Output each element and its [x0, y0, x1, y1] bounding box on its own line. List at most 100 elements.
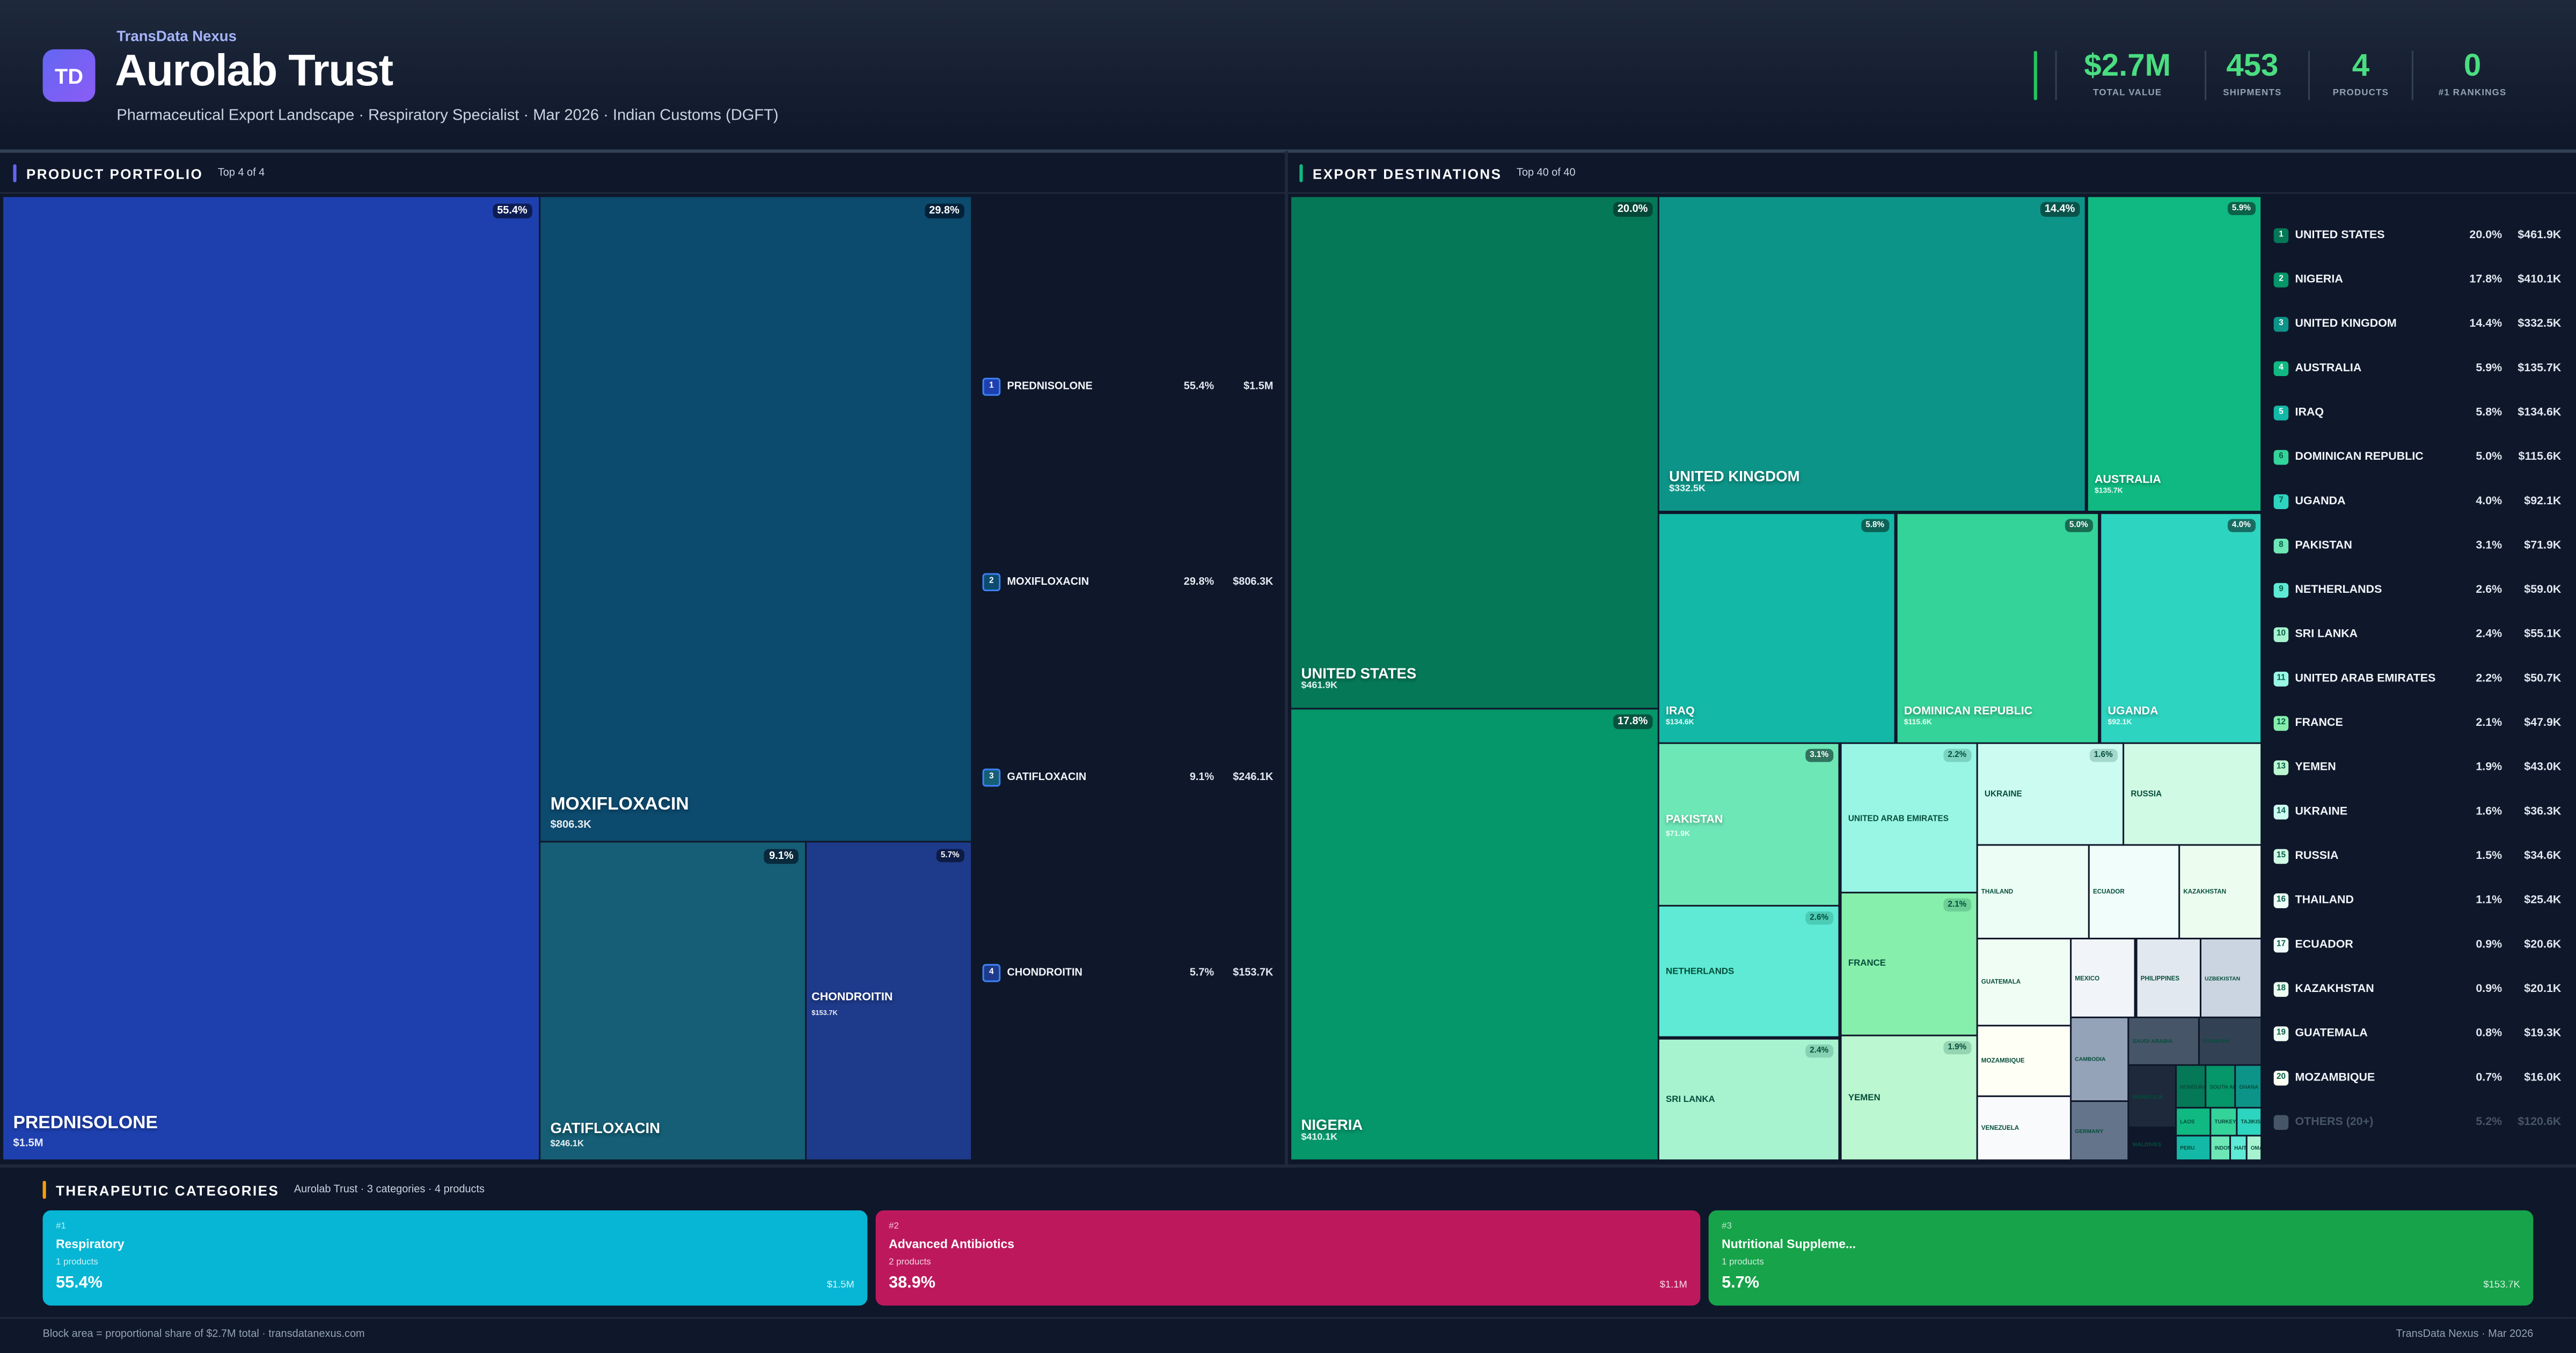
destination-cell-turkey[interactable]: TURKEY — [2211, 1108, 2236, 1135]
destination-cell-united-arab-emirates[interactable]: 2.2% UNITED ARAB EMIRATES — [1841, 744, 1977, 892]
destination-cell-sri-lanka[interactable]: 2.4% SRI LANKA — [1659, 1039, 1839, 1160]
destination-cell-kazakhstan[interactable]: KAZAKHSTAN — [2180, 845, 2261, 938]
destination-cell-oman[interactable]: OMAN — [2247, 1136, 2261, 1160]
rank-badge: 2 — [2273, 271, 2289, 287]
share-badge: 29.8% — [924, 203, 964, 219]
destination-cell-cambodia[interactable]: CAMBODIA — [2072, 1018, 2128, 1101]
destination-list-item[interactable]: 2 NIGERIA 17.8% $410.1K — [2273, 271, 2562, 288]
destination-cell-mozambique[interactable]: MOZAMBIQUE — [1978, 1026, 2070, 1095]
cell-label: KAZAKHSTAN — [2183, 888, 2227, 895]
product-cell-moxifloxacin[interactable]: 29.8% MOXIFLOXACIN $806.3K — [540, 197, 971, 841]
destination-cell-france[interactable]: 2.1% FRANCE — [1841, 893, 1977, 1035]
share-badge: 1.9% — [1943, 1041, 1972, 1055]
destination-name: THAILAND — [2295, 894, 2354, 906]
destination-cell-united-states[interactable]: 20.0% UNITED STATES $461.9K — [1291, 197, 1658, 708]
category-card-respiratory[interactable]: #1 Respiratory 1 products 55.4% $1.5M — [42, 1210, 868, 1306]
destination-list-item[interactable]: 15 RUSSIA 1.5% $34.6K — [2273, 848, 2561, 864]
destination-cell-ecuador[interactable]: ECUADOR — [2089, 845, 2179, 938]
cell-label: OMAN — [2250, 1145, 2260, 1152]
destination-cell-uzbekistan[interactable]: UZBEKISTAN — [2201, 939, 2261, 1017]
stat-divider — [2055, 50, 2057, 100]
cell-label: VENEZUELA — [1981, 1125, 2019, 1132]
product-cell-prednisolone[interactable]: 55.4% PREDNISOLONE $1.5M — [3, 197, 539, 1160]
destination-cell-guatemala[interactable]: GUATEMALA — [1978, 939, 2070, 1025]
destination-cell-mongolia[interactable]: MONGOLIA — [2129, 1065, 2176, 1127]
destination-name: ECUADOR — [2295, 938, 2353, 950]
destination-list-item[interactable]: 16 THAILAND 1.1% $25.4K — [2273, 892, 2561, 908]
destination-list-item[interactable]: 4 AUSTRALIA 5.9% $135.7K — [2273, 359, 2561, 376]
destination-cell-ukraine[interactable]: 1.6% UKRAINE — [1978, 744, 2123, 844]
destination-list-item[interactable]: 3 UNITED KINGDOM 14.4% $332.5K — [2273, 315, 2561, 332]
destination-cell-iraq[interactable]: 5.8% IRAQ $134.6K — [1659, 514, 1894, 742]
destination-list-item[interactable]: 19 GUATEMALA 0.8% $19.3K — [2273, 1025, 2561, 1041]
destination-cell-thailand[interactable]: THAILAND — [1978, 845, 2088, 938]
destination-cell-ghana[interactable]: GHANA — [2236, 1065, 2261, 1107]
category-rank: #2 — [889, 1222, 899, 1232]
destination-cell-mexico[interactable]: MEXICO — [2072, 939, 2134, 1017]
product-value: $153.7K — [1233, 966, 1274, 978]
destination-list-item[interactable]: 1 UNITED STATES 20.0% $461.9K — [2273, 226, 2561, 243]
destination-list-item[interactable]: 18 KAZAKHSTAN 0.9% $20.1K — [2273, 981, 2561, 997]
cell-value: $332.5K — [1669, 484, 1706, 495]
cell-label: AUSTRALIA — [2095, 475, 2161, 487]
product-legend-item[interactable]: 1 PREDNISOLONE 55.4% $1.5M — [982, 377, 1273, 395]
product-cell-chondroitin[interactable]: 5.7% CHONDROITIN $153.7K — [807, 842, 971, 1160]
brand-name: TransData Nexus — [116, 28, 237, 45]
destination-list-item[interactable]: 14 UKRAINE 1.6% $36.3K — [2273, 803, 2561, 820]
product-cell-gatifloxacin[interactable]: 9.1% GATIFLOXACIN $246.1K — [540, 842, 805, 1160]
destination-list-item[interactable]: 5 IRAQ 5.8% $134.6K — [2273, 404, 2561, 421]
destination-list-item[interactable]: 8 PAKISTAN 3.1% $71.9K — [2273, 537, 2561, 554]
destination-cell-maldives[interactable]: MALDIVES — [2129, 1128, 2176, 1160]
destination-cell-peru[interactable]: PERU — [2177, 1136, 2210, 1160]
destination-cell-saudi-arabia[interactable]: SAUDI ARABIA — [2129, 1018, 2198, 1064]
share-badge: 2.4% — [1805, 1044, 1834, 1058]
destination-cell-australia[interactable]: 5.9% AUSTRALIA $135.7K — [2088, 197, 2261, 511]
destination-cell-netherlands[interactable]: 2.6% NETHERLANDS — [1659, 906, 1839, 1036]
destination-cell-eswatini[interactable]: ESWATINI — [2199, 1018, 2261, 1064]
destination-list-item[interactable]: 9 NETHERLANDS 2.6% $59.0K — [2273, 582, 2561, 598]
destination-cell-united-kingdom[interactable]: 14.4% UNITED KINGDOM $332.5K — [1659, 197, 2085, 511]
rank-badge: 7 — [2273, 493, 2289, 509]
product-legend-item[interactable]: 3 GATIFLOXACIN 9.1% $246.1K — [982, 768, 1273, 786]
destination-list-item[interactable]: 17 ECUADOR 0.9% $20.6K — [2273, 936, 2561, 953]
product-legend-item[interactable]: 4 CHONDROITIN 5.7% $153.7K — [982, 963, 1274, 982]
destination-cell-south-afri[interactable]: SOUTH AFRI... — [2206, 1065, 2235, 1107]
destination-cell-russia[interactable]: RUSSIA — [2124, 744, 2261, 844]
destination-list-item[interactable]: OTHERS (20+) 5.2% $120.6K — [2273, 1113, 2561, 1130]
destination-name: UKRAINE — [2295, 805, 2348, 817]
destination-cell-dominican-republic[interactable]: 5.0% DOMINICAN REPUBLIC $115.6K — [1897, 514, 2098, 742]
destination-list-item[interactable]: 13 YEMEN 1.9% $43.0K — [2273, 759, 2561, 775]
destination-cell-venezuela[interactable]: VENEZUELA — [1978, 1097, 2070, 1160]
destination-list-item[interactable]: 20 MOZAMBIQUE 0.7% $16.0K — [2273, 1069, 2561, 1086]
destination-list-item[interactable]: 6 DOMINICAN REPUBLIC 5.0% $115.6K — [2273, 448, 2561, 465]
destination-list-item[interactable]: 7 UGANDA 4.0% $92.1K — [2273, 492, 2561, 509]
destination-cell-pakistan[interactable]: 3.1% PAKISTAN $71.9K — [1659, 744, 1839, 905]
category-share: 55.4% — [56, 1274, 103, 1293]
destination-list-item[interactable]: 12 FRANCE 2.1% $47.9K — [2273, 715, 2561, 731]
destination-cell-philippines[interactable]: PHILIPPINES — [2137, 939, 2200, 1017]
destination-share: 17.8% — [2469, 273, 2502, 285]
product-legend-item[interactable]: 2 MOXIFLOXACIN 29.8% $806.3K — [982, 572, 1273, 591]
stat-value: 4 — [2352, 49, 2370, 84]
destination-cell-haiti[interactable]: HAITI — [2231, 1136, 2246, 1160]
destination-value: $410.1K — [2518, 273, 2562, 285]
category-product-count: 1 products — [56, 1258, 98, 1268]
destination-share: 2.2% — [2476, 672, 2502, 684]
destination-cell-laos[interactable]: LAOS — [2177, 1108, 2210, 1135]
destination-cell-germany[interactable]: GERMANY — [2072, 1102, 2128, 1160]
rank-badge: 2 — [982, 572, 1001, 591]
destination-list-item[interactable]: 10 SRI LANKA 2.4% $55.1K — [2273, 626, 2561, 642]
destination-cell-uganda[interactable]: 4.0% UGANDA $92.1K — [2101, 514, 2261, 742]
destination-share: 0.8% — [2476, 1027, 2502, 1039]
cell-label: NETHERLANDS — [1666, 967, 1735, 977]
category-card-advanced-antibiotics[interactable]: #2 Advanced Antibiotics 2 products 38.9% $1.… — [875, 1210, 1701, 1306]
destination-cell-nigeria[interactable]: 17.8% NIGERIA $410.1K — [1291, 709, 1658, 1160]
cell-value: $71.9K — [1666, 829, 1690, 838]
category-card-nutritional-suppleme[interactable]: #3 Nutritional Suppleme... 1 products 5.7% $… — [1708, 1210, 2534, 1306]
destination-cell-tajikistan[interactable]: TAJIKISTAN — [2237, 1108, 2261, 1135]
destination-cell-yemen[interactable]: 1.9% YEMEN — [1841, 1036, 1977, 1160]
destination-list-item[interactable]: 11 UNITED ARAB EMIRATES 2.2% $50.7K — [2273, 670, 2561, 687]
destination-cell-indonesia[interactable]: INDONESIA — [2211, 1136, 2230, 1160]
category-rank: #1 — [56, 1222, 66, 1232]
destination-cell-honduras[interactable]: HONDURAS — [2177, 1065, 2205, 1107]
